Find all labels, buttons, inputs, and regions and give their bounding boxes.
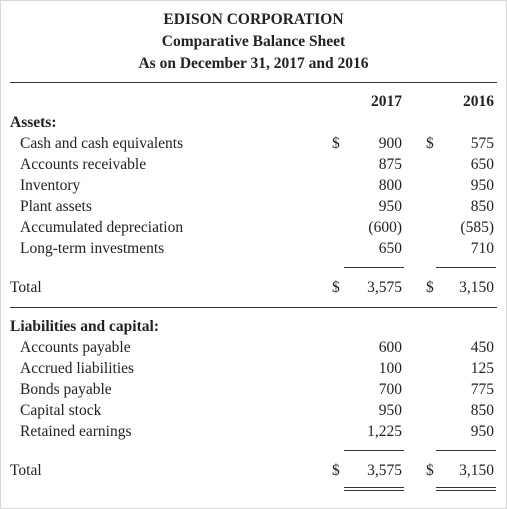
statement-title: Comparative Balance Sheet — [161, 33, 346, 50]
liabilities-total-row: Total $ 3,575 $ 3,150 — [1, 460, 506, 481]
total-2016: 3,150 — [459, 279, 494, 296]
total-2017: 3,575 — [367, 279, 402, 296]
table-row: Accounts payable 600 450 — [1, 337, 506, 358]
table-row: Accrued liabilities 100 125 — [1, 358, 506, 379]
subtotal-underline-2017 — [344, 267, 404, 268]
value-2017: 650 — [378, 240, 402, 257]
value-2016: 850 — [470, 402, 494, 419]
value-2016: 775 — [470, 381, 494, 398]
table-row: Accounts receivable 875 650 — [1, 154, 506, 175]
total-double-underline-2016 — [436, 490, 496, 491]
currency-symbol: $ — [426, 462, 434, 479]
header-divider — [10, 82, 497, 83]
currency-symbol: $ — [332, 135, 340, 152]
total-double-underline-2017 — [344, 490, 404, 491]
table-row: Bonds payable 700 775 — [1, 379, 506, 400]
subtotal-underline-2016 — [436, 267, 496, 268]
value-2017: 700 — [378, 381, 402, 398]
value-2016: 650 — [470, 156, 494, 173]
row-label: Plant assets — [20, 198, 92, 215]
liabilities-heading: Liabilities and capital: — [10, 318, 159, 335]
table-row: Capital stock 950 850 — [1, 400, 506, 421]
total-label: Total — [10, 279, 42, 296]
value-2017: 1,225 — [367, 423, 402, 440]
subtotal-underline-2016 — [436, 450, 496, 451]
row-label: Capital stock — [20, 402, 102, 419]
liabilities-heading-row: Liabilities and capital: — [1, 316, 506, 337]
value-2016: (585) — [460, 219, 494, 236]
value-2017: (600) — [368, 219, 402, 236]
value-2016: 850 — [470, 198, 494, 215]
total-label: Total — [10, 462, 42, 479]
row-label: Accumulated depreciation — [20, 219, 184, 236]
table-row: Cash and cash equivalents $ 900 $ 575 — [1, 133, 506, 154]
currency-symbol: $ — [426, 279, 434, 296]
value-2016: 575 — [470, 135, 494, 152]
assets-total-row: Total $ 3,575 $ 3,150 — [1, 277, 506, 298]
value-2016: 710 — [470, 240, 494, 257]
value-2017: 950 — [378, 198, 402, 215]
table-row: Inventory 800 950 — [1, 175, 506, 196]
table-row: Accumulated depreciation (600) (585) — [1, 217, 506, 238]
total-2017: 3,575 — [367, 462, 402, 479]
row-label: Accounts payable — [20, 339, 131, 356]
row-label: Long-term investments — [20, 240, 165, 257]
table-row: Long-term investments 650 710 — [1, 238, 506, 259]
value-2017: 100 — [378, 360, 402, 377]
currency-symbol: $ — [426, 135, 434, 152]
company-name: EDISON CORPORATION — [163, 11, 344, 28]
column-header-2016: 2016 — [463, 93, 494, 110]
row-label: Accrued liabilities — [20, 360, 135, 377]
row-label: Bonds payable — [20, 381, 112, 398]
section-divider — [10, 307, 497, 308]
statement-heading: EDISON CORPORATION Comparative Balance S… — [1, 1, 506, 75]
row-label: Retained earnings — [20, 423, 132, 440]
subtotal-underline-2017 — [344, 450, 404, 451]
value-2016: 950 — [470, 423, 494, 440]
row-label: Cash and cash equivalents — [20, 135, 184, 152]
value-2016: 125 — [470, 360, 494, 377]
value-2016: 450 — [470, 339, 494, 356]
row-label: Inventory — [20, 177, 81, 194]
table-row: Plant assets 950 850 — [1, 196, 506, 217]
assets-heading: Assets: — [10, 114, 57, 131]
currency-symbol: $ — [332, 279, 340, 296]
total-2016: 3,150 — [459, 462, 494, 479]
currency-symbol: $ — [332, 462, 340, 479]
assets-heading-row: Assets: — [1, 112, 506, 133]
column-header-2017: 2017 — [371, 93, 402, 110]
value-2017: 950 — [378, 402, 402, 419]
statement-date: As on December 31, 2017 and 2016 — [138, 55, 369, 72]
value-2017: 875 — [378, 156, 402, 173]
table-row: Retained earnings 1,225 950 — [1, 421, 506, 442]
value-2016: 950 — [470, 177, 494, 194]
column-header-row: 2017 2016 — [1, 91, 506, 112]
total-double-underline-2017 — [344, 487, 404, 488]
value-2017: 800 — [378, 177, 402, 194]
total-double-underline-2016 — [436, 487, 496, 488]
value-2017: 600 — [378, 339, 402, 356]
row-label: Accounts receivable — [20, 156, 147, 173]
value-2017: 900 — [378, 135, 402, 152]
